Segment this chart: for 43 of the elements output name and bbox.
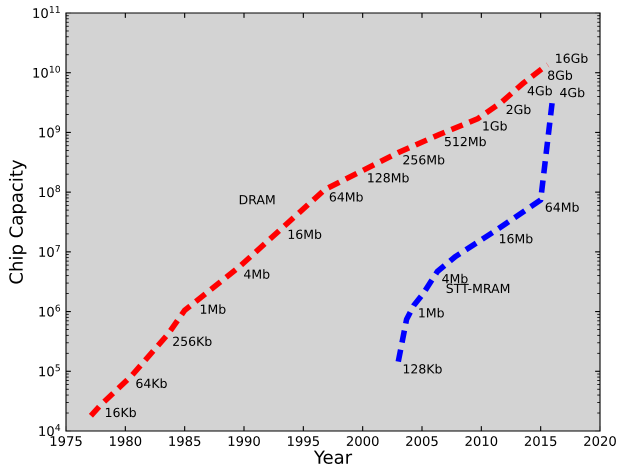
annotation: 64Mb — [546, 202, 579, 212]
annotation: 1Mb — [419, 308, 444, 318]
y-tick-label: 10$^{7}$ — [39, 244, 60, 257]
y-axis-title: Chip Capacity — [8, 160, 26, 284]
annotation: 512Mb — [444, 136, 486, 146]
annotation: 16Kb — [106, 408, 136, 418]
y-tick-label: 10$^{11}$ — [33, 6, 60, 18]
annotation: 256Kb — [173, 336, 212, 346]
annotation: 4Mb — [442, 274, 468, 284]
annotation: 4Gb — [560, 88, 584, 98]
x-axis-title: Year — [314, 450, 352, 464]
series-label: STT-MRAM — [446, 284, 510, 294]
x-tick-label: 2000 — [346, 436, 379, 446]
annotation: 256Mb — [403, 154, 444, 165]
x-tick-label: 2020 — [584, 436, 616, 446]
y-tick-label: 10$^{4}$ — [39, 424, 60, 436]
x-tick-label: 1985 — [169, 436, 200, 446]
series-label: DRAM — [240, 195, 275, 204]
y-tick-label: 10$^{6}$ — [39, 304, 60, 317]
annotation: 8Gb — [548, 70, 572, 80]
annotation: 128Mb — [368, 172, 409, 183]
annotation: 1Gb — [483, 120, 507, 131]
x-tick-label: 1995 — [288, 436, 319, 446]
x-tick-label: 1990 — [228, 436, 260, 446]
y-tick-label: 10$^{8}$ — [39, 185, 60, 198]
annotation: 16Gb — [556, 53, 588, 64]
annotation: 16Mb — [500, 234, 532, 244]
annotation: 2Gb — [506, 104, 531, 114]
y-tick-label: 10$^{10}$ — [33, 66, 60, 78]
annotation: 4Gb — [528, 86, 552, 96]
annotation: 1Mb — [200, 304, 226, 314]
x-tick-label: 1975 — [50, 436, 82, 446]
annotation: 128Kb — [404, 364, 442, 374]
x-tick-label: 2010 — [466, 436, 498, 446]
annotation: 64Mb — [330, 192, 363, 202]
y-tick-label: 10$^{9}$ — [39, 125, 60, 138]
annotation: 4Mb — [244, 269, 270, 279]
annotation: 64Kb — [136, 378, 167, 388]
y-tick-label: 10$^{5}$ — [39, 364, 60, 376]
annotation: 16Mb — [288, 229, 322, 240]
x-tick-label: 1980 — [110, 436, 142, 446]
x-tick-label: 2005 — [406, 436, 438, 446]
x-tick-label: 2015 — [524, 436, 556, 446]
